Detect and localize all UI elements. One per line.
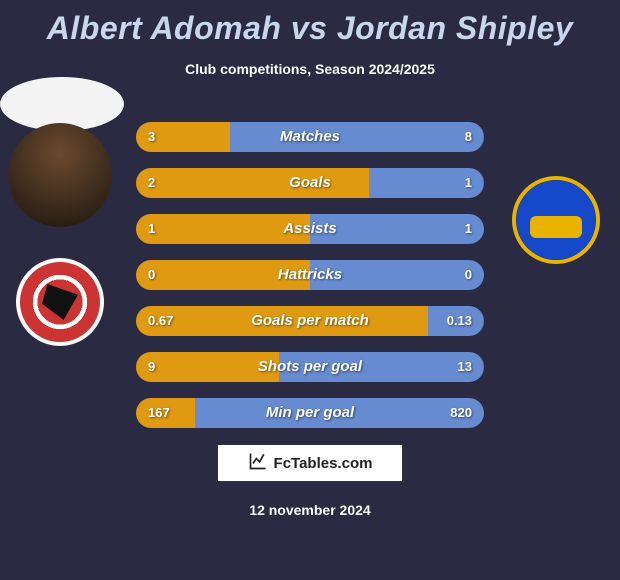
stat-bar-left: [136, 168, 369, 198]
stat-row: 00Hattricks: [136, 260, 484, 290]
stat-value-right: 1: [465, 168, 472, 198]
stat-bar-right: [230, 122, 484, 152]
stats-container: 38Matches21Goals11Assists00Hattricks0.67…: [136, 122, 484, 444]
footer-text: FcTables.com: [274, 455, 373, 472]
stat-value-right: 8: [465, 122, 472, 152]
stat-row: 21Goals: [136, 168, 484, 198]
stat-value-left: 2: [148, 168, 155, 198]
stat-row: 913Shots per goal: [136, 352, 484, 382]
stat-bar-left: [136, 306, 428, 336]
stat-value-right: 820: [450, 398, 472, 428]
stat-value-left: 0: [148, 260, 155, 290]
stat-row: 38Matches: [136, 122, 484, 152]
stat-row: 0.670.13Goals per match: [136, 306, 484, 336]
stat-value-left: 167: [148, 398, 170, 428]
stat-row: 167820Min per goal: [136, 398, 484, 428]
stat-value-left: 9: [148, 352, 155, 382]
stat-value-left: 1: [148, 214, 155, 244]
player-left-portrait: [8, 123, 112, 227]
stat-value-right: 0: [465, 260, 472, 290]
page-title: Albert Adomah vs Jordan Shipley: [0, 0, 620, 47]
stat-value-left: 0.67: [148, 306, 173, 336]
stat-value-right: 13: [458, 352, 472, 382]
stat-bar-right: [279, 352, 484, 382]
club-crest-left: [16, 258, 104, 346]
stat-value-left: 3: [148, 122, 155, 152]
stat-row: 11Assists: [136, 214, 484, 244]
stat-bar-left: [136, 214, 310, 244]
subtitle: Club competitions, Season 2024/2025: [0, 61, 620, 77]
stat-value-right: 0.13: [447, 306, 472, 336]
stat-value-right: 1: [465, 214, 472, 244]
stat-bar-left: [136, 260, 310, 290]
club-crest-right: [512, 176, 600, 264]
footer-attribution: FcTables.com: [217, 444, 403, 482]
stat-bar-right: [195, 398, 484, 428]
stat-bar-right: [310, 260, 484, 290]
stat-bar-right: [310, 214, 484, 244]
date-label: 12 november 2024: [0, 502, 620, 518]
chart-icon: [248, 451, 268, 476]
stat-bar-left: [136, 352, 279, 382]
